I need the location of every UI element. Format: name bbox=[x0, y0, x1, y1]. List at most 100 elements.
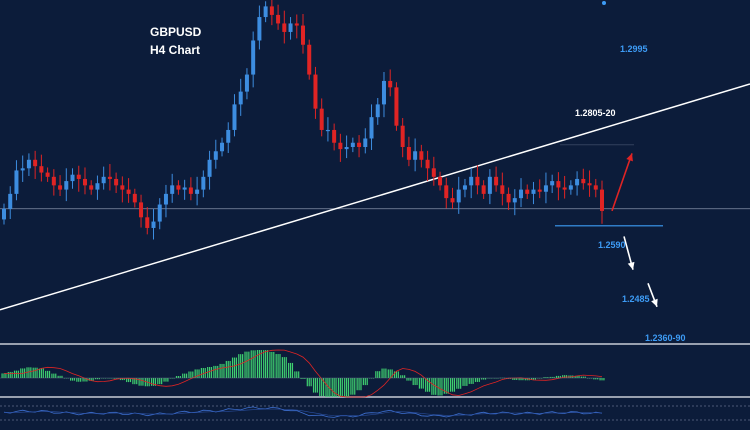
candle-body bbox=[139, 202, 144, 218]
macd-bar bbox=[601, 378, 603, 381]
macd-bar bbox=[555, 375, 558, 378]
macd-bar bbox=[597, 378, 599, 380]
macd-bar bbox=[522, 378, 524, 381]
macd-bar bbox=[389, 369, 391, 378]
macd-bar bbox=[36, 367, 38, 378]
macd-bar bbox=[451, 378, 454, 392]
macd-bar bbox=[587, 378, 589, 379]
candle-body bbox=[550, 181, 555, 186]
candle-body bbox=[444, 185, 449, 199]
candle-body bbox=[475, 176, 480, 186]
candle-body bbox=[313, 74, 318, 109]
macd-bar bbox=[580, 376, 582, 378]
macd-bar bbox=[356, 378, 358, 391]
candle-body bbox=[20, 168, 25, 171]
macd-bar bbox=[593, 378, 595, 380]
macd-bar bbox=[422, 378, 424, 389]
macd-bar bbox=[5, 373, 7, 378]
macd-bar bbox=[134, 378, 136, 385]
settings-dot-icon bbox=[602, 1, 606, 5]
macd-bar bbox=[263, 350, 265, 378]
macd-bar bbox=[84, 378, 86, 382]
candle-body bbox=[406, 147, 411, 160]
macd-bar bbox=[231, 357, 234, 378]
macd-bar bbox=[347, 378, 350, 397]
macd-bar bbox=[250, 350, 252, 378]
macd-bar bbox=[397, 371, 399, 378]
macd-bar bbox=[341, 378, 343, 397]
macd-bar bbox=[148, 378, 150, 387]
macd-bar bbox=[136, 378, 138, 385]
macd-bar bbox=[138, 378, 140, 386]
macd-bar bbox=[244, 351, 246, 378]
macd-bar bbox=[562, 375, 564, 378]
macd-bar bbox=[549, 376, 551, 378]
macd-bar bbox=[329, 378, 331, 397]
macd-bar bbox=[431, 378, 433, 395]
macd-bar bbox=[121, 378, 123, 381]
macd-bar bbox=[588, 378, 591, 379]
macd-bar bbox=[283, 357, 285, 378]
macd-bar bbox=[221, 363, 223, 378]
macd-bar bbox=[233, 357, 236, 378]
macd-bar bbox=[167, 378, 169, 382]
macd-pane bbox=[0, 349, 605, 398]
macd-bar bbox=[107, 378, 109, 379]
macd-bar bbox=[11, 371, 13, 378]
macd-bar bbox=[285, 357, 287, 378]
macd-bar bbox=[360, 378, 362, 391]
macd-bar bbox=[331, 378, 333, 397]
macd-bar bbox=[408, 378, 410, 381]
macd-bar bbox=[362, 378, 364, 386]
macd-bar bbox=[316, 378, 318, 393]
macd-bar bbox=[184, 373, 186, 378]
macd-bar bbox=[383, 368, 385, 378]
macd-bar bbox=[532, 378, 535, 380]
candle-body bbox=[581, 178, 586, 184]
candle-body bbox=[8, 193, 13, 209]
level-label: 1.2485 bbox=[622, 294, 650, 304]
candle-body bbox=[95, 183, 100, 190]
macd-bar bbox=[516, 378, 518, 380]
macd-bar bbox=[229, 360, 231, 378]
macd-bar bbox=[524, 378, 526, 381]
macd-bar bbox=[98, 378, 100, 380]
macd-bar bbox=[281, 357, 283, 378]
macd-bar bbox=[273, 351, 275, 378]
candle-body bbox=[369, 117, 374, 139]
level-label: 1.2805-20 bbox=[575, 108, 616, 118]
macd-bar bbox=[238, 354, 240, 378]
macd-bar bbox=[258, 350, 260, 378]
candle-body bbox=[519, 189, 524, 199]
macd-bar bbox=[217, 365, 219, 378]
macd-bar bbox=[53, 373, 55, 378]
candle-body bbox=[481, 185, 486, 194]
candle-body bbox=[500, 185, 505, 194]
macd-bar bbox=[177, 376, 180, 378]
macd-bar bbox=[582, 376, 584, 378]
candle-body bbox=[525, 189, 530, 194]
macd-bar bbox=[208, 367, 211, 378]
candle-body bbox=[388, 80, 393, 88]
macd-bar bbox=[213, 365, 215, 378]
candle-body bbox=[163, 193, 168, 205]
macd-bar bbox=[161, 378, 163, 385]
macd-bar bbox=[30, 367, 32, 378]
macd-bar bbox=[495, 378, 497, 379]
macd-bar bbox=[103, 378, 105, 379]
macd-bar bbox=[40, 368, 42, 378]
macd-bar bbox=[304, 378, 306, 379]
macd-bar bbox=[312, 378, 315, 393]
macd-bar bbox=[483, 378, 485, 380]
macd-bar bbox=[90, 378, 92, 381]
candle-body bbox=[325, 129, 330, 132]
oscillator-line bbox=[3, 406, 603, 418]
candle-body bbox=[307, 44, 312, 75]
macd-bar bbox=[468, 378, 470, 384]
macd-bar bbox=[225, 360, 227, 378]
macd-bar bbox=[366, 378, 368, 386]
macd-bar bbox=[476, 378, 479, 382]
macd-bar bbox=[325, 378, 327, 397]
macd-bar bbox=[545, 377, 547, 378]
macd-bar bbox=[152, 378, 155, 386]
